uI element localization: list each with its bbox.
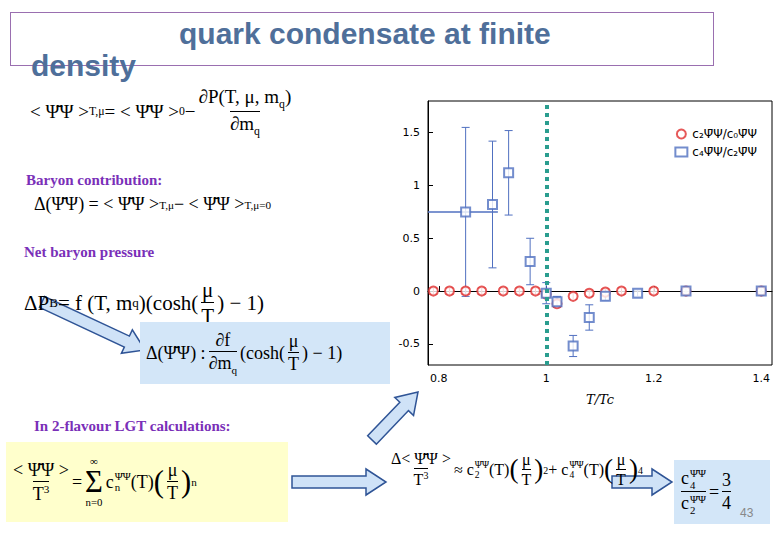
html-text:∂mq: ∂mq <box>208 352 238 376</box>
html-text:) − 1): ) − 1) <box>302 342 343 363</box>
html-text:Baryon contribution:: Baryon contribution: <box>26 172 163 188</box>
html-text:T3: T3 <box>413 470 429 489</box>
svg-text:0.5: 0.5 <box>403 232 421 245</box>
svg-text:T/Tc: T/Tc <box>586 392 615 407</box>
html-text:T: T <box>288 354 300 374</box>
html-text:< Ψ̄Ψ >: < Ψ̄Ψ > <box>13 459 69 480</box>
svg-text:c₂Ψ̄Ψ/c₀Ψ̄Ψ: c₂Ψ̄Ψ/c₀Ψ̄Ψ <box>692 127 757 141</box>
html-text:n=0: n=0 <box>85 496 103 509</box>
html-text:< Ψ̄Ψ >T,μ= < Ψ̄Ψ >0−: < Ψ̄Ψ >T,μ= < Ψ̄Ψ >0− <box>30 101 196 123</box>
html-text:n: n <box>114 481 121 493</box>
html-text:2: 2 <box>690 503 696 516</box>
svg-text:1.4: 1.4 <box>753 372 771 385</box>
html-text:) − 1): ) − 1) <box>217 290 264 315</box>
svg-text:0.8: 0.8 <box>430 372 448 385</box>
html-text:4: 4 <box>638 464 643 476</box>
html-text:2+ cΨ̄Ψ: 2+ cΨ̄Ψ <box>543 459 584 478</box>
html-text:quark condensate at finite: quark condensate at finite <box>179 17 551 50</box>
html-text:cΨ̄Ψ: cΨ̄Ψ <box>681 467 706 488</box>
html-text:∂P(T, μ, mq): ∂P(T, μ, mq) <box>198 86 292 111</box>
html-text:(T)(μ: (T)(μ <box>489 450 531 485</box>
html-text:Δ< Ψ̄Ψ >: Δ< Ψ̄Ψ > <box>391 450 451 467</box>
html-text:ΔPB= f (T, mq)(cosh(μ: ΔPB= f (T, mq)(cosh(μ <box>24 278 214 315</box>
svg-text:-0.5: -0.5 <box>399 337 420 350</box>
svg-text:1.5: 1.5 <box>403 126 421 139</box>
svg-text:1: 1 <box>413 179 420 192</box>
html-text:T): T) <box>521 454 544 488</box>
html-text:≈ cΨ̄Ψ: ≈ cΨ̄Ψ <box>454 459 489 478</box>
html-text:density: density <box>31 49 136 82</box>
html-text:cΨ̄Ψ: cΨ̄Ψ <box>681 492 706 513</box>
html-text:T: T <box>201 304 215 329</box>
html-text:(T)(μ: (T)(μ <box>130 460 178 499</box>
html-text:T3: T3 <box>32 482 50 504</box>
svg-text:1.2: 1.2 <box>645 372 663 385</box>
html-text:(T)(μ: (T)(μ <box>583 450 626 485</box>
html-text:3: 3 <box>722 470 732 491</box>
html-text:T): T) <box>167 464 192 503</box>
html-text:2: 2 <box>474 469 480 480</box>
html-text:Δ(Ψ̄Ψ) = < Ψ̄Ψ >T,μ− < Ψ̄Ψ >T,: Δ(Ψ̄Ψ) = < Ψ̄Ψ >T,μ− < Ψ̄Ψ >T,μ=0 <box>34 194 272 214</box>
html-text:(cosh(: (cosh( <box>240 342 286 363</box>
svg-text:1: 1 <box>543 372 550 385</box>
html-text:Δ(Ψ̄Ψ) :: Δ(Ψ̄Ψ) : <box>146 342 206 363</box>
html-text:n: n <box>191 476 197 488</box>
html-text:In 2-flavour LGT calculations:: In 2-flavour LGT calculations: <box>34 418 231 434</box>
html-text:∂mq: ∂mq <box>229 113 260 139</box>
html-text:cΨ̄Ψ: cΨ̄Ψ <box>105 469 131 492</box>
html-text:Σ: Σ <box>85 464 103 499</box>
html-text:43: 43 <box>740 506 754 520</box>
html-text:∂f: ∂f <box>215 329 231 350</box>
html-text:μ: μ <box>288 331 299 352</box>
html-text:4: 4 <box>569 469 575 480</box>
html-text:4: 4 <box>690 478 696 491</box>
html-text:4: 4 <box>722 493 732 513</box>
svg-text:0: 0 <box>413 285 420 298</box>
html-text:Net baryon pressure: Net baryon pressure <box>24 244 155 260</box>
svg-text:c₄Ψ̄Ψ/c₂Ψ̄Ψ: c₄Ψ̄Ψ/c₂Ψ̄Ψ <box>692 145 757 159</box>
html-text:T): T) <box>616 454 638 488</box>
